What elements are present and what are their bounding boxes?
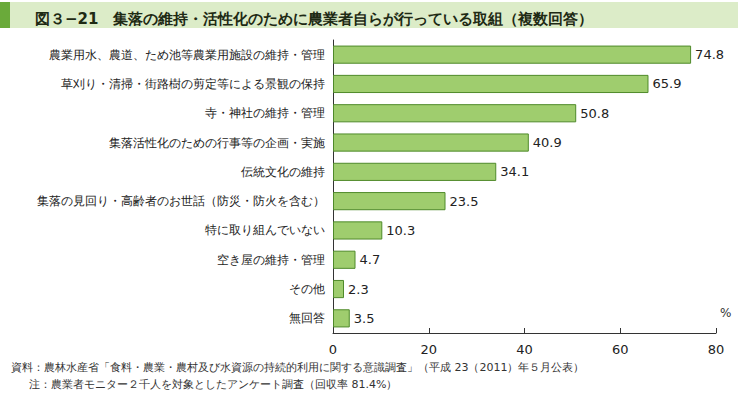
svg-text:農業用水、農道、ため池等農業用施設の維持・管理: 農業用水、農道、ため池等農業用施設の維持・管理 [49, 48, 325, 62]
svg-text:40.9: 40.9 [533, 135, 562, 150]
svg-text:集落活性化のための行事等の企画・実施: 集落活性化のための行事等の企画・実施 [109, 136, 325, 150]
svg-text:集落の見回り・高齢者のお世話（防災・防火を含む）: 集落の見回り・高齢者のお世話（防災・防火を含む） [37, 194, 325, 208]
svg-text:2.3: 2.3 [348, 282, 369, 297]
svg-text:23.5: 23.5 [450, 194, 479, 209]
svg-text:空き屋の維持・管理: 空き屋の維持・管理 [217, 253, 325, 267]
svg-text:草刈り・清掃・街路樹の剪定等による景観の保持: 草刈り・清掃・街路樹の剪定等による景観の保持 [61, 77, 325, 91]
svg-text:伝統文化の維持: 伝統文化の維持 [241, 165, 325, 179]
svg-text:図３−21 集落の維持・活性化のために農業者自らが行っている: 図３−21 集落の維持・活性化のために農業者自らが行っている取組（複数回答） [35, 10, 593, 28]
svg-text:10.3: 10.3 [386, 223, 415, 238]
svg-text:40: 40 [516, 342, 533, 357]
svg-text:0: 0 [329, 342, 337, 357]
svg-text:寺・神社の維持・管理: 寺・神社の維持・管理 [205, 106, 325, 120]
svg-text:注：農業者モニター２千人を対象としたアンケート調査（回収率: 注：農業者モニター２千人を対象としたアンケート調査（回収率 81.4%） [29, 378, 397, 391]
svg-text:3.5: 3.5 [354, 311, 375, 326]
svg-text:34.1: 34.1 [500, 164, 529, 179]
svg-text:74.8: 74.8 [695, 47, 724, 62]
svg-text:60: 60 [612, 342, 629, 357]
svg-text:特に取り組んでいない: 特に取り組んでいない [205, 223, 325, 237]
svg-text:4.7: 4.7 [360, 252, 381, 267]
svg-text:無回答: 無回答 [289, 311, 325, 325]
svg-text:20: 20 [420, 342, 437, 357]
svg-text:80: 80 [708, 342, 725, 357]
svg-text:資料：農林水産省「食料・農業・農村及び水資源の持続的利用に関: 資料：農林水産省「食料・農業・農村及び水資源の持続的利用に関する意識調査」（平成… [11, 361, 585, 374]
svg-text:65.9: 65.9 [652, 76, 681, 91]
svg-text:50.8: 50.8 [580, 106, 609, 121]
svg-text:その他: その他 [289, 282, 325, 296]
svg-text:%: % [720, 306, 731, 320]
